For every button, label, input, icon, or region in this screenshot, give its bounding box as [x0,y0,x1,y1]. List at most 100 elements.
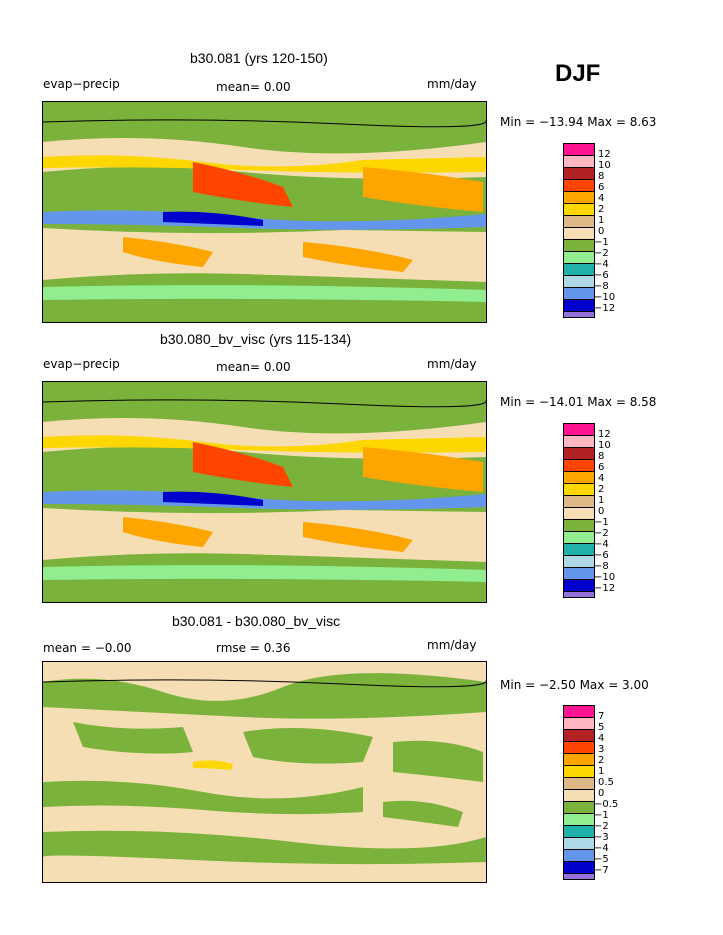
panel2-map [42,381,487,603]
p3-tick-12: −3 [594,832,609,843]
p1-tick-13: −8 [594,281,609,292]
p1-tick-5: 4 [598,193,605,204]
panel2-colorbar [563,423,595,598]
p2-swatch-10 [564,532,594,544]
panel3-map-svg [43,662,486,882]
panel3-minmax: Min = −2.50 Max = 3.00 [500,678,649,692]
p3-tick-6: 1 [598,766,605,777]
p3-swatch-5 [564,754,594,766]
p2-swatch-8 [564,508,594,520]
panel1-units: mm/day [427,77,477,91]
p2-swatch-9 [564,520,594,532]
p1-swatch-4 [564,180,594,192]
p2-tick-11: −4 [594,539,609,550]
panel3-title: b30.081 - b30.080_bv_visc [172,613,341,629]
p3-tick-1: 7 [598,711,605,722]
p1-tick-4: 6 [598,182,605,193]
p2-tick-9: −1 [594,517,609,528]
panel3-map [42,661,487,883]
p1-swatch-9 [564,240,594,252]
panel1-left-label: evap−precip [43,77,120,91]
panel1-map [42,101,487,323]
p2-tick-4: 6 [598,462,605,473]
p1-tick-10: −2 [594,248,609,259]
panel1-map-svg [43,102,486,322]
p2-swatch-5 [564,472,594,484]
panel2-left-label: evap−precip [43,357,120,371]
p1-tick-11: −4 [594,259,609,270]
p3-swatch-8 [564,790,594,802]
p2-swatch-13 [564,568,594,580]
p3-swatch-6 [564,766,594,778]
p2-swatch-7 [564,496,594,508]
p3-tick-7: 0.5 [598,777,614,788]
p3-swatch-9 [564,802,594,814]
p1-tick-7: 1 [598,215,605,226]
p1-swatch-7 [564,216,594,228]
p1-swatch-5 [564,192,594,204]
p3-tick-14: −5 [594,854,609,865]
p1-swatch-15 [564,312,594,317]
p3-swatch-3 [564,730,594,742]
p2-swatch-6 [564,484,594,496]
p1-swatch-11 [564,264,594,276]
p3-swatch-7 [564,778,594,790]
p2-swatch-12 [564,556,594,568]
p3-swatch-15 [564,874,594,879]
p2-swatch-4 [564,460,594,472]
p1-swatch-1 [564,144,594,156]
p1-tick-9: −1 [594,237,609,248]
p2-tick-14: −10 [594,572,616,583]
p3-swatch-14 [564,862,594,874]
p3-tick-11: −2 [594,821,609,832]
p2-tick-12: −6 [594,550,609,561]
p1-tick-12: −6 [594,270,609,281]
p2-tick-1: 12 [598,429,611,440]
p1-swatch-13 [564,288,594,300]
p2-swatch-2 [564,436,594,448]
p1-swatch-14 [564,300,594,312]
p3-tick-13: −4 [594,843,609,854]
p2-tick-10: −2 [594,528,609,539]
p2-swatch-11 [564,544,594,556]
panel2-map-svg [43,382,486,602]
p2-tick-3: 8 [598,451,605,462]
p1-tick-8: 0 [598,226,605,237]
p2-tick-13: −8 [594,561,609,572]
p1-swatch-3 [564,168,594,180]
p2-swatch-3 [564,448,594,460]
p3-swatch-1 [564,706,594,718]
p1-tick-3: 8 [598,171,605,182]
p1-tick-14: −10 [594,292,616,303]
p2-swatch-14 [564,580,594,592]
p1-swatch-8 [564,228,594,240]
p2-tick-6: 2 [598,484,605,495]
panel2-mean-label: mean= 0.00 [216,360,291,374]
panel3-colorbar [563,705,595,880]
p3-tick-15: −7 [594,865,609,876]
p1-tick-2: 10 [598,160,611,171]
panel2-title: b30.080_bv_visc (yrs 115-134) [160,331,352,347]
panel1-mean-label: mean= 0.00 [216,80,291,94]
panel1-minmax: Min = −13.94 Max = 8.63 [500,115,657,129]
p3-tick-5: 2 [598,755,605,766]
panel3-rmse-label: rmse = 0.36 [216,641,291,655]
p3-swatch-4 [564,742,594,754]
p2-tick-7: 1 [598,495,605,506]
p2-tick-2: 10 [598,440,611,451]
season-label: DJF [555,60,601,87]
panel1-title: b30.081 (yrs 120-150) [190,50,328,66]
p3-tick-8: 0 [598,788,605,799]
p3-swatch-13 [564,850,594,862]
p1-swatch-10 [564,252,594,264]
p3-tick-10: −1 [594,810,609,821]
panel2-minmax: Min = −14.01 Max = 8.58 [500,395,657,409]
p2-swatch-1 [564,424,594,436]
p1-swatch-12 [564,276,594,288]
p3-swatch-2 [564,718,594,730]
p2-tick-15: −12 [594,583,616,594]
panel3-mean-label: mean = −0.00 [43,641,132,655]
panel2-units: mm/day [427,357,477,371]
p3-tick-4: 3 [598,744,605,755]
p2-tick-5: 4 [598,473,605,484]
